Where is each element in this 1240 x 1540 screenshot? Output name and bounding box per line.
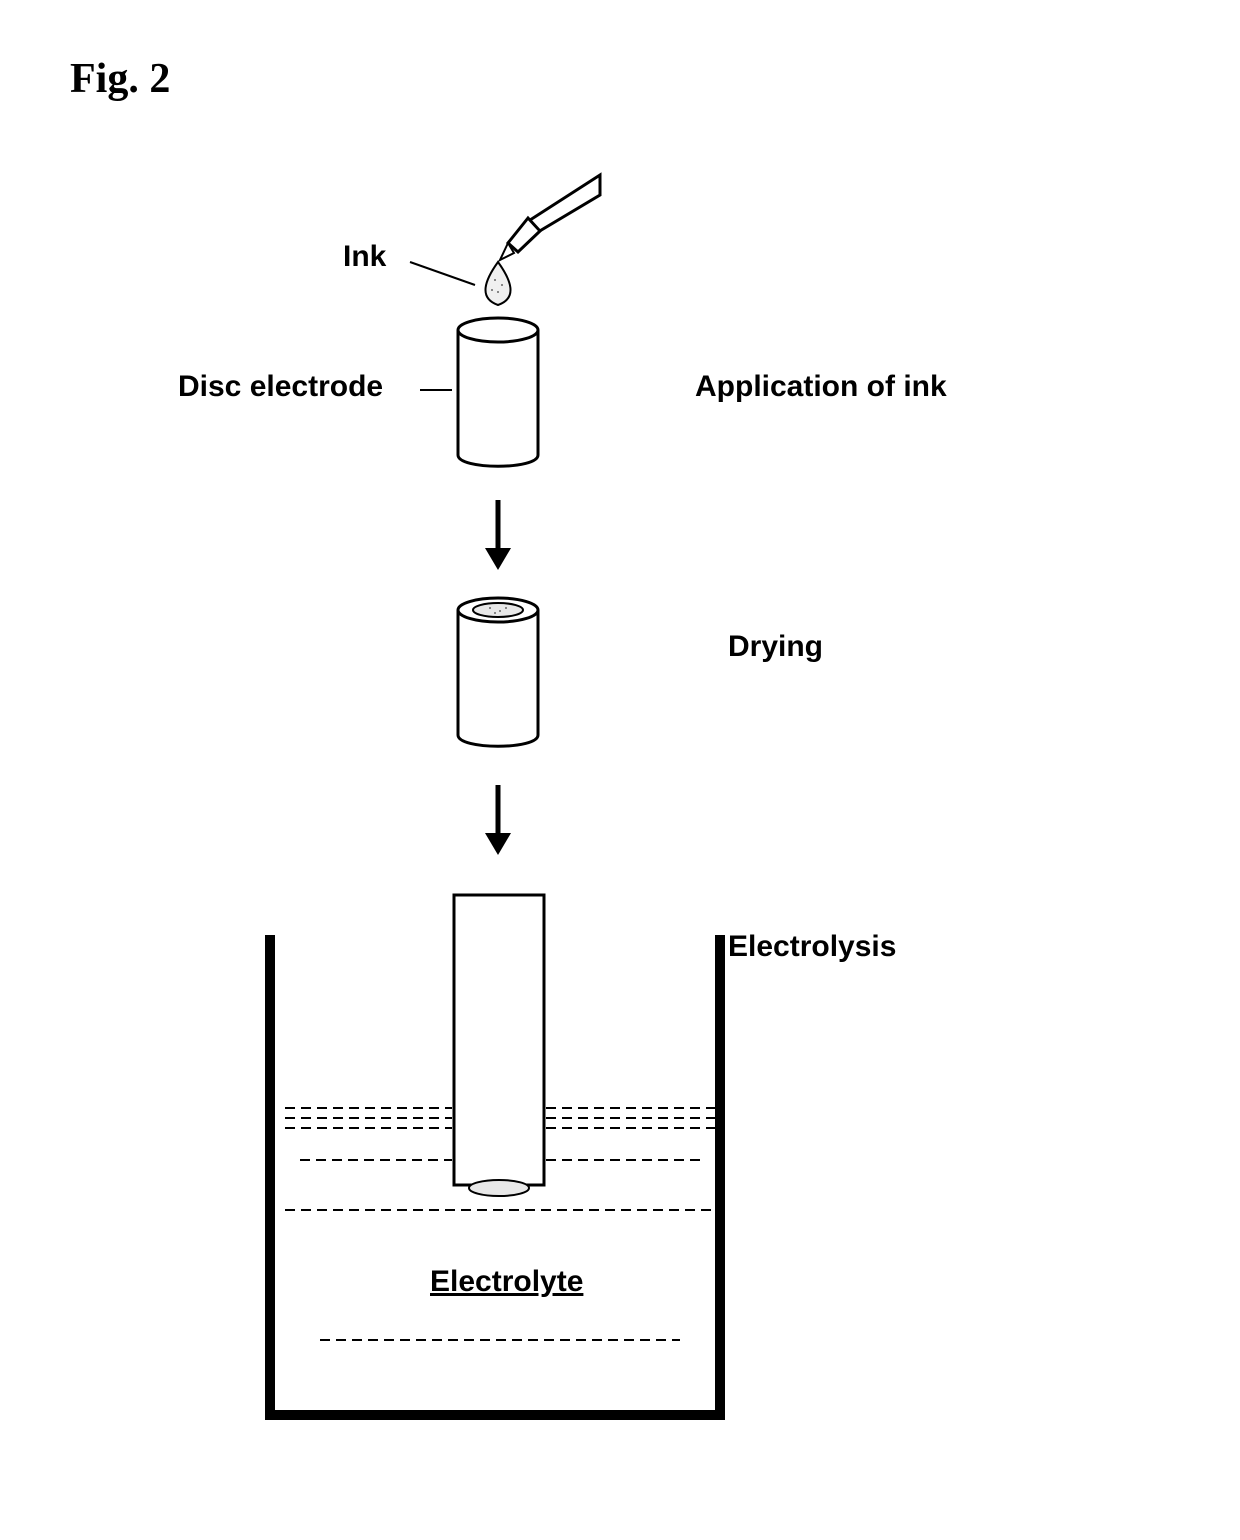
arrow-2 bbox=[485, 785, 511, 855]
ink-drop-icon bbox=[485, 262, 510, 305]
diagram-svg bbox=[0, 0, 1240, 1540]
disc-electrode-step1 bbox=[458, 318, 538, 466]
pipette-icon bbox=[500, 175, 600, 260]
arrow-1 bbox=[485, 500, 511, 570]
ink-pointer bbox=[410, 262, 475, 285]
disc-electrode-step3 bbox=[454, 895, 544, 1196]
disc-electrode-step2 bbox=[458, 598, 538, 746]
